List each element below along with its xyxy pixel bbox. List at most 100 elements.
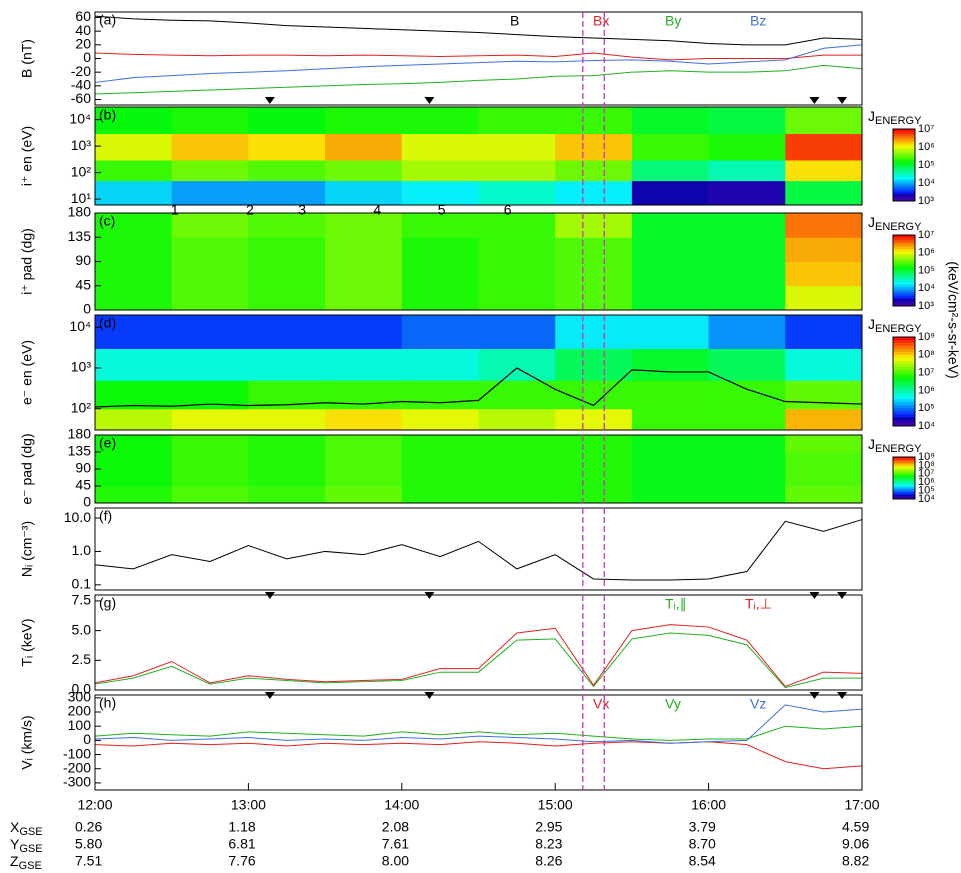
ephemeris-label-sub: GSE [19, 826, 42, 838]
colorbar-unit: (keV/cm²-s-sr-keV) [945, 261, 961, 378]
y-tick-label: 20 [75, 36, 91, 52]
colorbar-swatch [893, 265, 915, 269]
panel-label: (g) [99, 595, 116, 611]
heat-cell [478, 380, 556, 410]
y-tick-label: 10⁴ [69, 318, 91, 334]
panel-label: (a) [99, 12, 116, 28]
heat-cell [171, 452, 249, 470]
colorbar-label-main: J [868, 214, 875, 230]
heat-cell [401, 408, 479, 431]
colorbar-label: JENERGY [868, 214, 922, 233]
event-number: 2 [246, 202, 254, 218]
heat-cell [248, 133, 326, 161]
colorbar-swatch [893, 301, 915, 305]
colorbar-swatch [893, 165, 915, 168]
colorbar-tick-label: 10⁷ [918, 367, 934, 379]
heat-cell [95, 469, 173, 487]
heat-cell [785, 180, 863, 206]
heat-cell [171, 213, 249, 238]
ephemeris-value: 5.80 [75, 836, 102, 852]
panel-label: (b) [99, 107, 116, 123]
heat-cell [401, 213, 479, 238]
heat-cell [785, 261, 863, 287]
heat-cell [785, 469, 863, 487]
legend-label: Vz [750, 696, 766, 712]
colorbar-swatch [893, 457, 915, 459]
heat-cell [248, 452, 326, 470]
colorbar-swatch [893, 489, 915, 492]
heat-cell [325, 237, 403, 262]
heat-cell [95, 315, 173, 350]
ephemeris-value: 2.95 [535, 819, 562, 835]
colorbar-swatch [893, 153, 915, 156]
ephemeris-label-main: X [10, 819, 20, 835]
colorbar-swatch [893, 160, 915, 164]
colorbar-swatch [893, 133, 915, 137]
colorbar-swatch [893, 372, 915, 377]
ephemeris-value: 3.79 [689, 819, 716, 835]
event-triangle [809, 692, 820, 699]
heat-cell [171, 408, 249, 431]
heat-cell [631, 213, 710, 238]
ephemeris-label-main: Y [10, 836, 20, 852]
colorbar-label-sub: ENERGY [875, 443, 922, 455]
legend-label: Tᵢ,⊥ [745, 596, 772, 612]
colorbar-swatch [893, 459, 915, 462]
panel: Tᵢ,∥ Tᵢ,⊥ (g) 0.0 2.5 5.0 7.5 Tᵢ (keV) [19, 592, 863, 697]
y-tick-label: 180 [68, 426, 92, 442]
heat-cell [631, 435, 710, 453]
panel-frame [94, 507, 863, 591]
heat-cell [248, 261, 326, 287]
y-tick-label: 10.0 [64, 509, 91, 525]
colorbar-swatch [893, 186, 915, 190]
panel-frame [94, 106, 863, 206]
colorbar-swatch [893, 496, 915, 499]
heat-cell [708, 348, 786, 381]
heat-cell [401, 469, 479, 487]
colorbar-label-sub: ENERGY [875, 221, 922, 233]
colorbar-tick-label: 10³ [918, 300, 934, 312]
heat-cell [555, 469, 633, 487]
colorbar-swatch [893, 244, 915, 248]
heat-cell [325, 452, 403, 470]
y-axis-label: e⁻ en (eV) [19, 340, 35, 405]
colorbar-label: JENERGY [868, 108, 922, 127]
colorbar-swatch [893, 272, 915, 276]
event-triangle [837, 692, 848, 699]
colorbar-swatch [893, 162, 915, 166]
heat-cell [708, 435, 786, 453]
x-tick-label: 13:00 [231, 797, 266, 813]
heat-cell [248, 469, 326, 487]
event-number: 3 [298, 202, 306, 218]
heat-cell [401, 348, 479, 381]
ephemeris-value: 7.61 [382, 836, 409, 852]
colorbar-swatch [893, 172, 915, 176]
heat-cell [631, 180, 710, 206]
colorbar-swatch [893, 461, 915, 464]
heat-cell [785, 133, 863, 161]
heat-cell [171, 315, 249, 350]
y-tick-label: 10¹ [71, 190, 92, 206]
y-tick-label: 10⁴ [69, 110, 91, 126]
heat-cell [708, 315, 786, 350]
heat-cell [171, 486, 249, 504]
heat-cell [95, 285, 173, 311]
heat-cell [248, 285, 326, 311]
y-axis-label: Vᵢ (km/s) [19, 715, 35, 769]
heat-cell [478, 348, 556, 381]
colorbar-tick-label: 10⁹ [918, 451, 935, 463]
heat-cell [785, 408, 863, 431]
heat-cell [248, 435, 326, 453]
colorbar-tick-label: 10⁶ [918, 476, 935, 488]
y-tick-label: 10² [71, 163, 92, 179]
y-tick-label: 5.0 [72, 621, 92, 637]
colorbar-swatch [893, 475, 915, 478]
heat-cell [785, 285, 863, 311]
heat-cell [708, 380, 786, 410]
heat-cell [631, 261, 710, 287]
ephemeris-value: 9.06 [842, 836, 869, 852]
panel: JENERGY 10³ 10⁴ 10⁵ 10⁶ 10⁷ (b) 10¹ 10² 10³ 10⁴ i⁺ … [19, 106, 935, 207]
heat-cell [248, 348, 326, 381]
